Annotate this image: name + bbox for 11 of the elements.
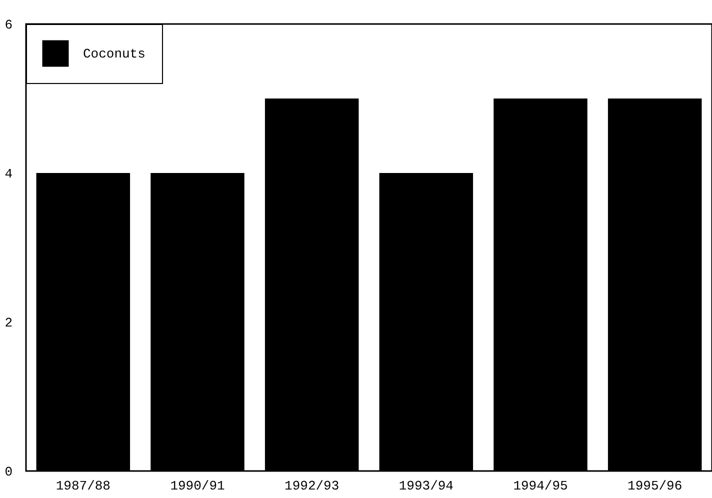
y-tick-label: 0 bbox=[4, 464, 12, 480]
x-tick-label: 1993/94 bbox=[398, 478, 454, 494]
x-tick-label: 1990/91 bbox=[170, 478, 226, 494]
legend-label: Coconuts bbox=[83, 46, 146, 62]
y-tick-label: 2 bbox=[4, 316, 12, 330]
x-tick-label: 1994/95 bbox=[513, 478, 568, 494]
y-tick-label: 4 bbox=[4, 166, 13, 182]
x-tick-label: 1987/88 bbox=[56, 478, 110, 494]
x-tick-label: 1995/96 bbox=[628, 478, 682, 494]
x-tick-label: 1992/93 bbox=[284, 478, 340, 494]
y-tick-label: 6 bbox=[4, 18, 12, 32]
